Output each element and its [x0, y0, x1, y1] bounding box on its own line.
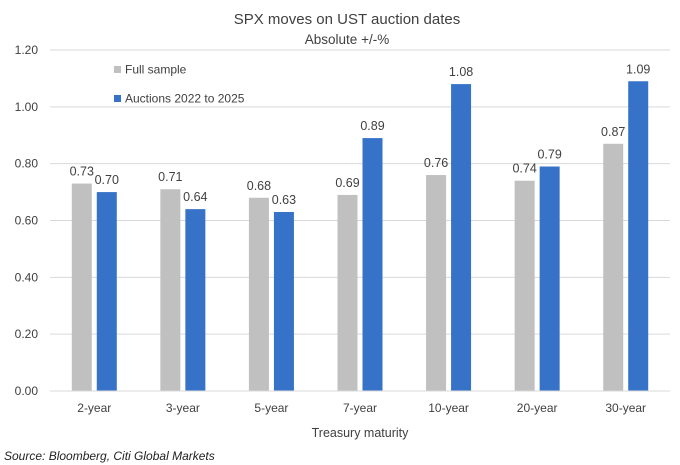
- bar-auctions-3-year: [185, 209, 206, 391]
- x-tick-label: 2-year: [77, 401, 111, 415]
- x-tick-label: 3-year: [166, 401, 200, 415]
- bars: [71, 81, 649, 391]
- legend-label: Auctions 2022 to 2025: [125, 92, 245, 106]
- data-label: 0.87: [601, 125, 625, 139]
- bar-full-sample-7-year: [337, 194, 358, 391]
- bar-full-sample-3-year: [160, 189, 181, 391]
- legend-swatch: [114, 95, 121, 102]
- data-label: 0.64: [183, 190, 207, 204]
- x-tick-label: 5-year: [254, 401, 288, 415]
- data-label: 1.08: [449, 65, 473, 79]
- data-label: 0.79: [537, 148, 561, 162]
- bar-full-sample-20-year: [514, 180, 535, 391]
- data-labels: 0.730.70 0.710.64 0.680.63 0.69 0.89 0.76 1.08…: [70, 62, 651, 207]
- data-label: 0.71: [158, 170, 182, 184]
- x-axis-title: Treasury maturity: [312, 426, 410, 440]
- x-axis-ticks: 2-year 3-year 5-year 7-year 10-year 20-year 30…: [77, 401, 646, 415]
- data-label: 1.09: [626, 62, 650, 76]
- data-label: 0.89: [360, 119, 384, 133]
- bar-full-sample-5-year: [248, 197, 269, 391]
- bar-full-sample-30-year: [603, 143, 624, 391]
- data-label: 0.63: [272, 193, 296, 207]
- y-tick-label: 0.60: [15, 214, 39, 228]
- x-tick-label: 30-year: [605, 401, 646, 415]
- chart: SPX moves on UST auction dates Absolute …: [15, 11, 670, 440]
- legend-swatch: [114, 66, 121, 73]
- data-label: 0.69: [335, 176, 359, 190]
- chart-title: SPX moves on UST auction dates: [234, 11, 461, 28]
- y-tick-label: 1.00: [15, 100, 39, 114]
- bar-auctions-5-year: [273, 211, 294, 391]
- data-label: 0.70: [95, 173, 119, 187]
- legend: Full sample Auctions 2022 to 2025: [114, 63, 245, 106]
- x-tick-label: 7-year: [343, 401, 377, 415]
- gridlines: [50, 49, 670, 335]
- data-label: 0.76: [424, 156, 448, 170]
- legend-label: Full sample: [125, 63, 187, 77]
- x-tick-label: 10-year: [428, 401, 469, 415]
- bar-auctions-2-year: [96, 192, 117, 391]
- data-label: 0.74: [512, 162, 536, 176]
- data-label: 0.68: [247, 179, 271, 193]
- bar-auctions-10-year: [451, 84, 472, 391]
- bar-auctions-20-year: [539, 166, 560, 391]
- bar-auctions-7-year: [362, 138, 383, 391]
- source-note: Source: Bloomberg, Citi Global Markets: [4, 449, 215, 463]
- chart-subtitle: Absolute +/-%: [305, 32, 389, 47]
- y-tick-label: 0.20: [15, 327, 39, 341]
- y-axis-ticks: 0.00 0.20 0.40 0.60 0.80 1.00 1.20: [15, 43, 39, 398]
- y-tick-label: 0.00: [15, 384, 39, 398]
- y-tick-label: 1.20: [15, 43, 39, 57]
- bar-auctions-30-year: [628, 81, 649, 391]
- bar-full-sample-2-year: [71, 183, 92, 391]
- data-label: 0.73: [70, 165, 94, 179]
- bar-full-sample-10-year: [426, 175, 447, 391]
- y-tick-label: 0.80: [15, 157, 39, 171]
- x-tick-label: 20-year: [517, 401, 558, 415]
- y-tick-label: 0.40: [15, 270, 39, 284]
